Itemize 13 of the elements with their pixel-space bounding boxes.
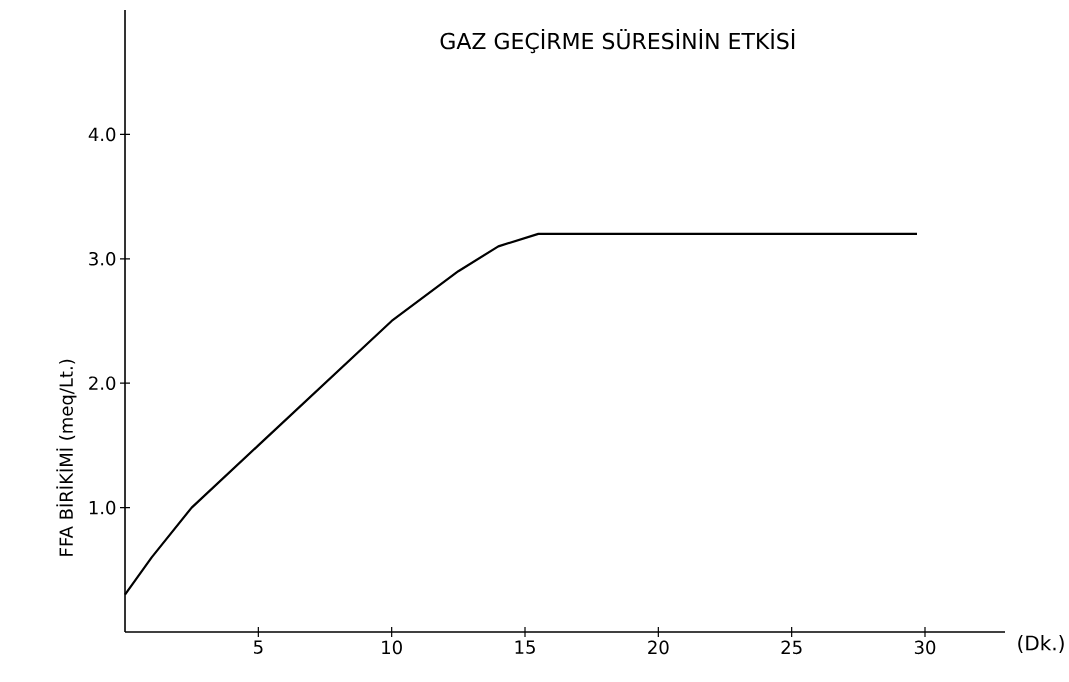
y-tick-label: 3.0 [89, 251, 116, 266]
y-tick-label: 1.0 [89, 500, 116, 515]
x-tick-label: 15 [515, 640, 535, 654]
x-tick-label: 20 [648, 640, 669, 655]
y-tick-label: 2.0 [89, 376, 116, 390]
text: GAZ GEÇİRME SÜRESİNİN ETKİSİ [440, 28, 795, 54]
x-tick-label: 30 [914, 640, 936, 655]
y-tick-label: 4.0 [88, 127, 116, 142]
x-tick-label: 5 [254, 640, 263, 654]
x-axis-title: (Dk.) [1018, 635, 1064, 653]
y-axis-title: FFA BİRİKİMİ (meq/Lt.) [56, 359, 77, 556]
x-tick-label: 25 [781, 640, 802, 655]
x-tick-label: 10 [382, 640, 402, 655]
